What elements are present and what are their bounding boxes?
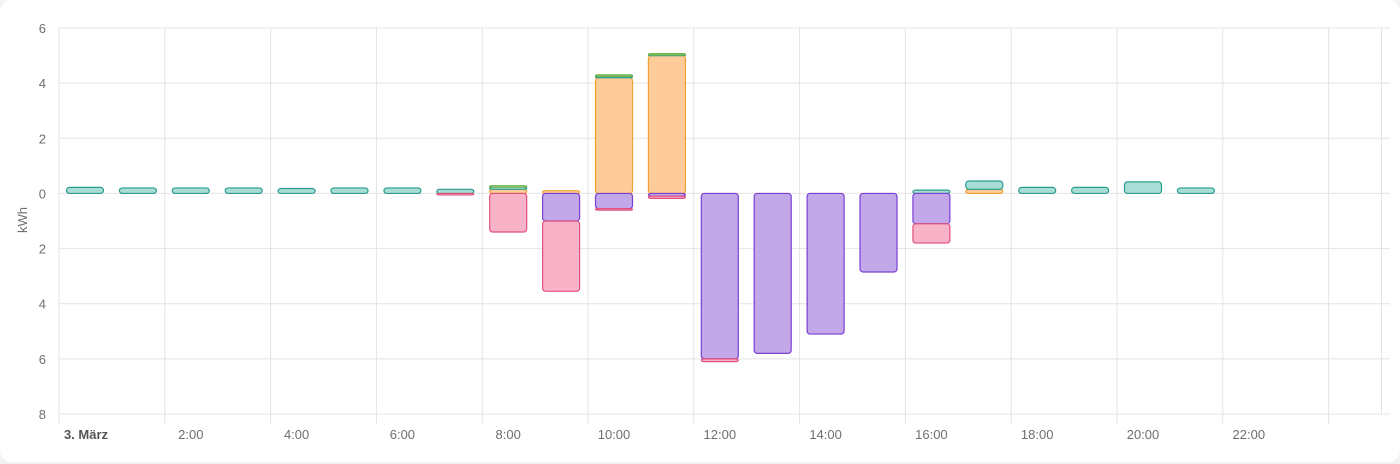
bar-segment — [489, 185, 528, 188]
bar-segment — [1018, 186, 1057, 195]
x-tick-label: 12:00 — [704, 427, 737, 442]
bar-segment — [700, 192, 739, 360]
y-axis: 6 4 2 0 2 4 6 8 — [39, 21, 46, 422]
x-tick-label: 10:00 — [598, 427, 631, 442]
bar-segment — [489, 188, 528, 195]
bar-segment — [436, 188, 475, 195]
y-tick-label: 0 — [39, 186, 46, 201]
y-tick-label: 4 — [39, 76, 46, 91]
bar-segment — [700, 358, 739, 363]
x-tick-label: 3. März — [64, 427, 109, 442]
y-tick-label: 4 — [39, 297, 46, 312]
bar-segment — [1176, 187, 1216, 195]
x-tick-label: 14:00 — [809, 427, 842, 442]
bar-segment — [541, 192, 581, 222]
bar-segment — [965, 180, 1004, 190]
bar-segment — [171, 187, 210, 195]
bar-segment — [118, 187, 158, 195]
x-tick-label: 2:00 — [178, 427, 203, 442]
x-tick-label: 6:00 — [390, 427, 415, 442]
x-tick-label: 4:00 — [284, 427, 309, 442]
y-tick-label: 6 — [39, 21, 46, 36]
y-axis-title: kWh — [15, 207, 30, 233]
bar-segment — [912, 223, 951, 244]
bar-segment — [1070, 186, 1110, 195]
y-tick-label: 6 — [39, 352, 46, 367]
bar-segment — [647, 195, 687, 199]
x-tick-label: 18:00 — [1021, 427, 1054, 442]
bar-segment — [647, 54, 687, 195]
bar-segment — [330, 187, 369, 195]
x-axis: 3. März 2:00 4:00 6:00 8:00 10:00 12:00 14:00 16… — [64, 427, 1265, 442]
bar-segment — [647, 53, 687, 56]
x-tick-label: 16:00 — [915, 427, 948, 442]
bar-segment — [594, 207, 634, 211]
y-tick-label: 2 — [39, 242, 46, 257]
bar-segment — [65, 186, 105, 195]
x-tick-label: 22:00 — [1233, 427, 1266, 442]
bar-segment — [277, 187, 316, 195]
bar-segment — [859, 192, 898, 273]
bar-segment — [1123, 181, 1163, 195]
bar-segment — [489, 192, 528, 233]
bars — [65, 53, 1216, 363]
bar-segment — [753, 192, 792, 354]
x-tick-label: 20:00 — [1127, 427, 1160, 442]
bar-segment — [594, 77, 634, 195]
bar-segment — [594, 192, 634, 210]
bar-segment — [912, 192, 951, 225]
bar-segment — [806, 192, 845, 335]
y-tick-label: 8 — [39, 407, 46, 422]
bar-segment — [224, 187, 263, 195]
y-tick-label: 2 — [39, 131, 46, 146]
bar-segment — [594, 74, 634, 77]
x-tick-label: 8:00 — [496, 427, 521, 442]
bar-segment — [436, 192, 475, 196]
bar-segment — [541, 220, 581, 292]
bar-segment — [383, 187, 422, 195]
bar-segment — [965, 188, 1004, 195]
